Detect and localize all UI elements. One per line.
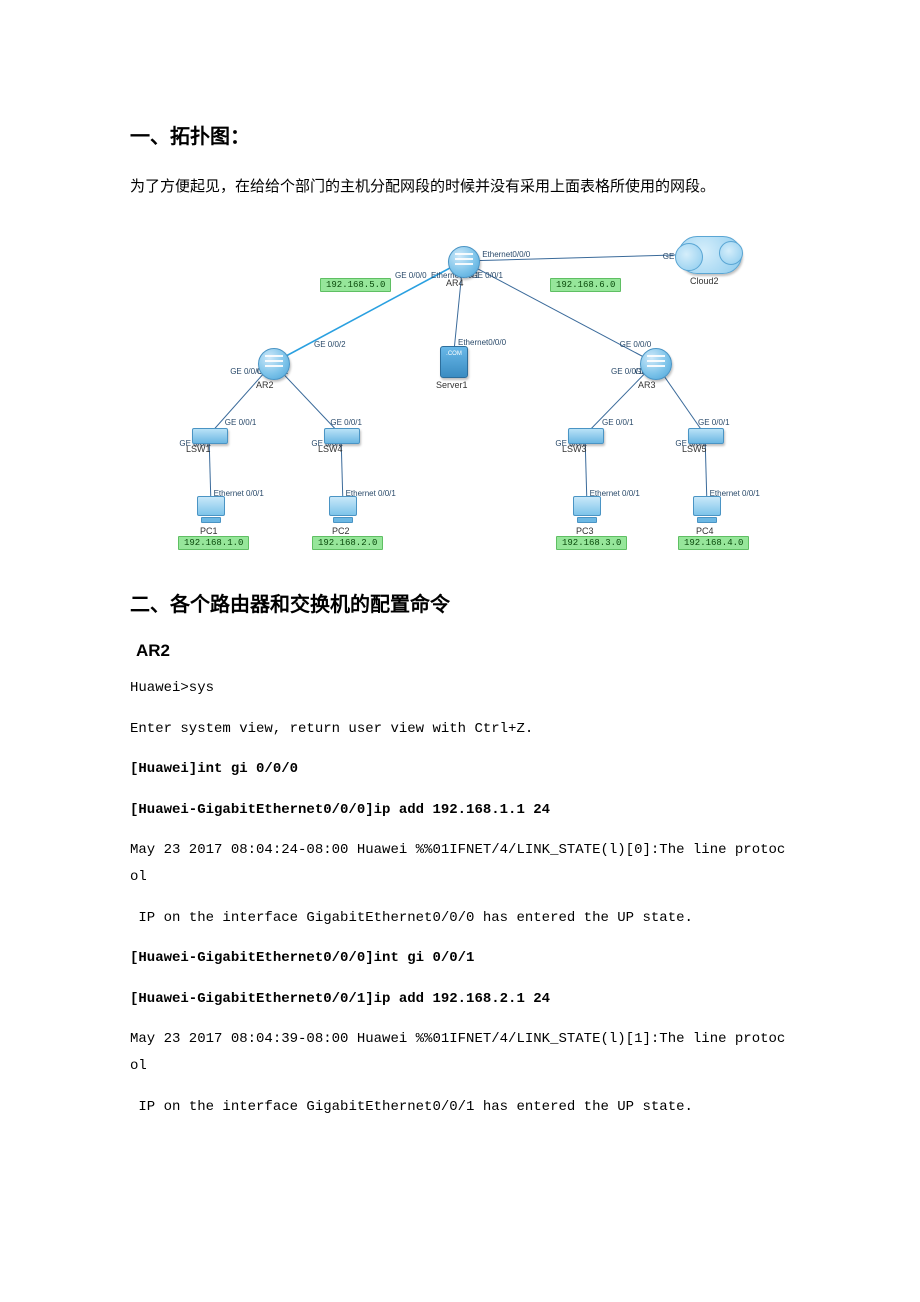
port-label: GE 0/0/2 <box>314 340 346 349</box>
switch-icon <box>688 428 724 444</box>
cli-line: Huawei>sys <box>130 675 790 702</box>
port-label: GE 0/0/1 <box>330 418 362 427</box>
document-page: 一、拓扑图： 为了方便起见，在给给个部门的主机分配网段的时候并没有采用上面表格所… <box>0 0 920 1194</box>
device-label: PC3 <box>576 526 594 536</box>
server-icon <box>440 346 468 378</box>
device-label: AR2 <box>256 380 274 390</box>
cli-line: May 23 2017 08:04:24-08:00 Huawei %%01IF… <box>130 837 790 890</box>
subnet-badge: 192.168.3.0 <box>556 536 627 550</box>
subnet-badge: 192.168.6.0 <box>550 278 621 292</box>
router-icon <box>448 246 480 278</box>
router-icon <box>258 348 290 380</box>
cli-command: [Huawei-GigabitEthernet0/0/0]ip add 192.… <box>130 797 790 824</box>
switch-icon <box>568 428 604 444</box>
cli-line: IP on the interface GigabitEthernet0/0/0… <box>130 905 790 932</box>
port-label: GE 0/0/1 <box>602 418 634 427</box>
device-label: LSW3 <box>562 444 587 454</box>
device-label: AR3 <box>638 380 656 390</box>
device-label: PC2 <box>332 526 350 536</box>
device-label: LSW4 <box>318 444 343 454</box>
device-label: LSW1 <box>186 444 211 454</box>
topology-diagram: GE 0/0/0 GE 0/0/2 GE 0/0/1 GE 0/0/0 Ethernet… <box>130 228 790 558</box>
pc-icon <box>328 496 358 526</box>
section-2-heading: 二、各个路由器和交换机的配置命令 <box>130 588 790 617</box>
device-label: Server1 <box>436 380 468 390</box>
section-1-heading: 一、拓扑图： <box>130 120 790 149</box>
ar2-subheading: AR2 <box>136 641 790 661</box>
subnet-badge: 192.168.1.0 <box>178 536 249 550</box>
switch-icon <box>324 428 360 444</box>
cli-line: May 23 2017 08:04:39-08:00 Huawei %%01IF… <box>130 1026 790 1079</box>
cli-line: IP on the interface GigabitEthernet0/0/1… <box>130 1094 790 1121</box>
device-label: Cloud2 <box>690 276 719 286</box>
intro-paragraph: 为了方便起见，在给给个部门的主机分配网段的时候并没有采用上面表格所使用的网段。 <box>130 173 790 200</box>
pc-icon <box>196 496 226 526</box>
device-label: PC1 <box>200 526 218 536</box>
port-label: GE 0/0/0 <box>395 271 427 280</box>
device-label: AR4 <box>446 278 464 288</box>
device-label: LSW5 <box>682 444 707 454</box>
cli-command: [Huawei-GigabitEthernet0/0/1]ip add 192.… <box>130 986 790 1013</box>
port-label: Ethernet0/0/0 <box>482 250 530 259</box>
pc-icon <box>692 496 722 526</box>
pc-icon <box>572 496 602 526</box>
port-label: GE 0/0/1 <box>698 418 730 427</box>
cli-command: [Huawei]int gi 0/0/0 <box>130 756 790 783</box>
subnet-badge: 192.168.5.0 <box>320 278 391 292</box>
port-label: GE 0/0/1 <box>225 418 257 427</box>
device-label: PC4 <box>696 526 714 536</box>
cli-line: Enter system view, return user view with… <box>130 716 790 743</box>
cloud-icon <box>678 236 742 274</box>
switch-icon <box>192 428 228 444</box>
cli-command: [Huawei-GigabitEthernet0/0/0]int gi 0/0/… <box>130 945 790 972</box>
router-icon <box>640 348 672 380</box>
subnet-badge: 192.168.2.0 <box>312 536 383 550</box>
subnet-badge: 192.168.4.0 <box>678 536 749 550</box>
port-label: GE 0/0/0 <box>620 340 652 349</box>
